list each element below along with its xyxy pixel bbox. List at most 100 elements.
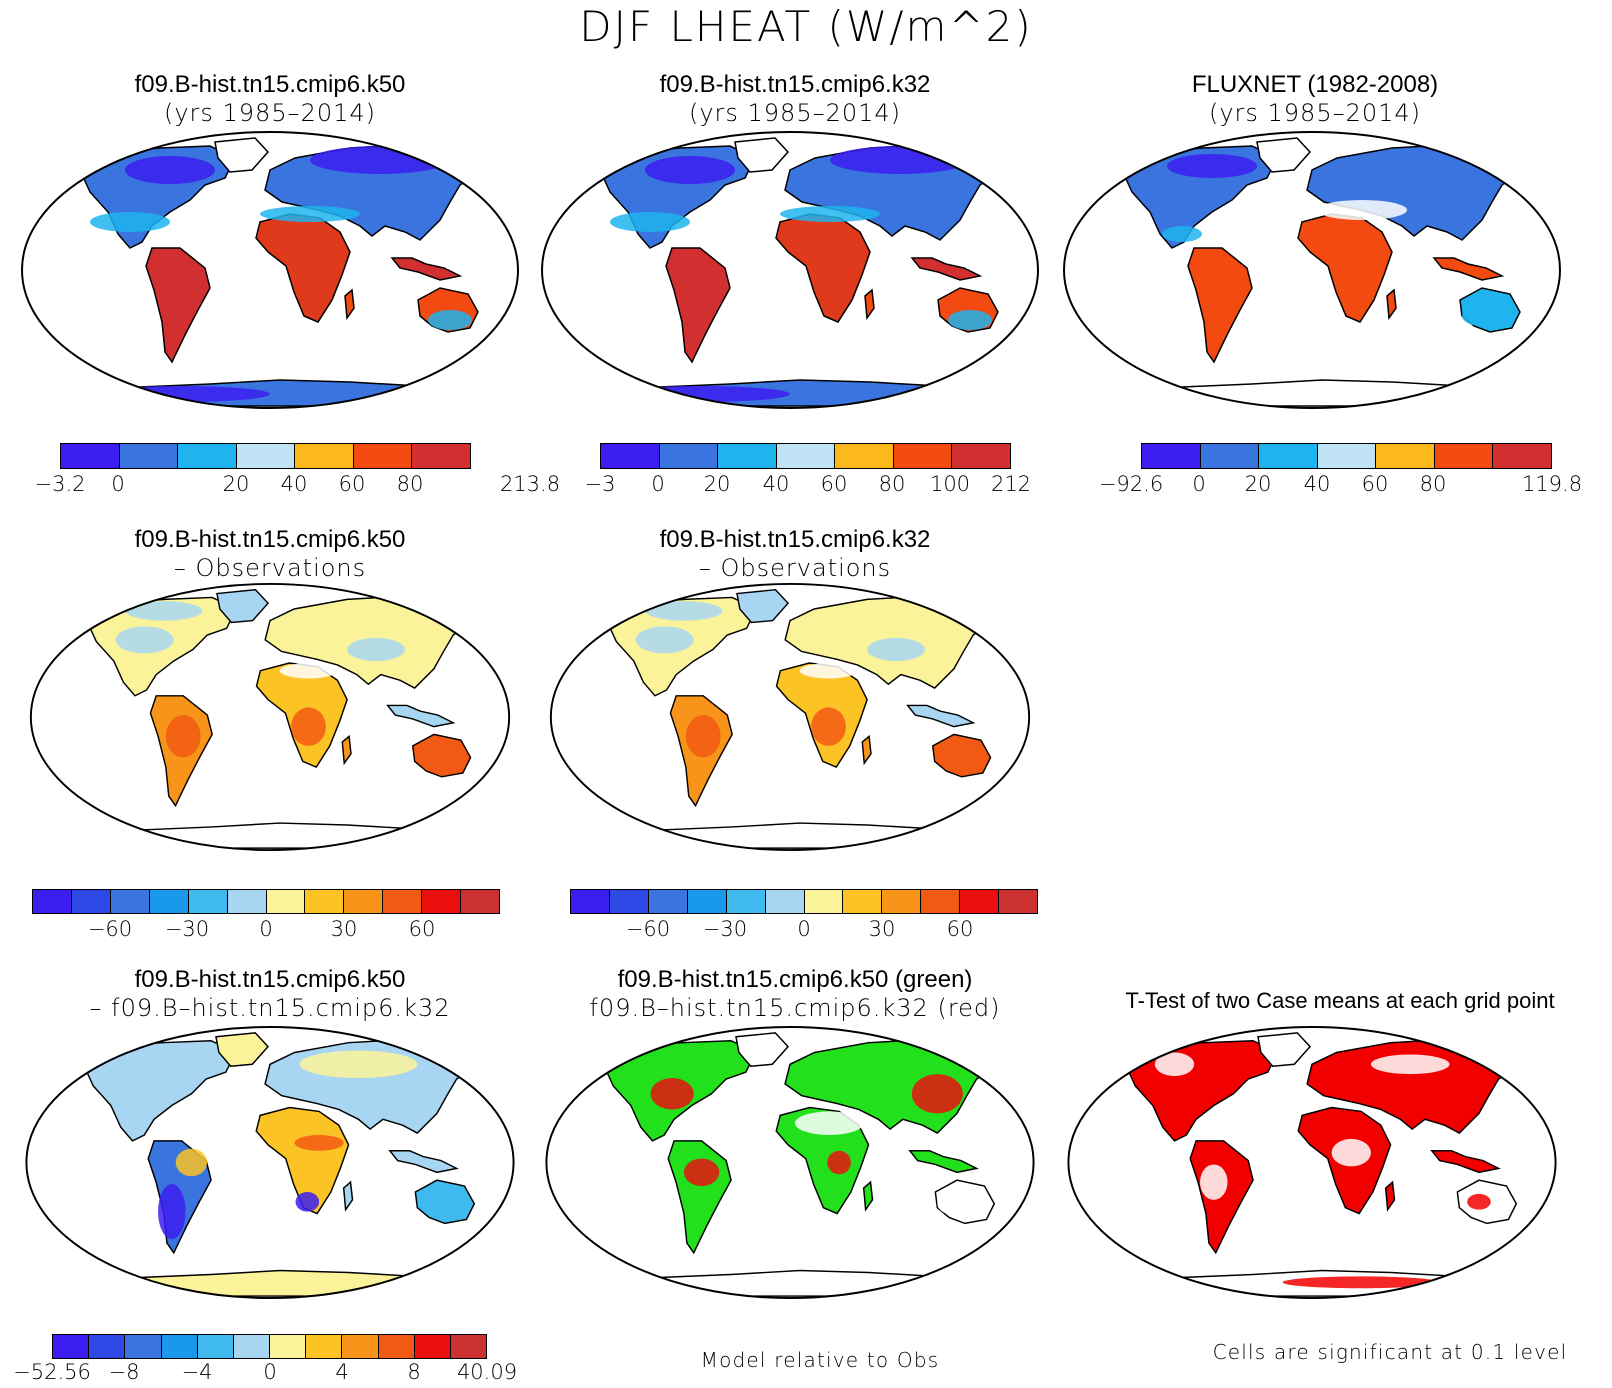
figure-title: DJF LHEAT (W/m^2) — [579, 2, 1033, 51]
colorbar-swatch — [197, 1335, 234, 1358]
panel-title-obs: FLUXNET (1982-2008) (yrs 1985–2014) — [1191, 71, 1439, 127]
colorbar-swatch — [344, 890, 384, 913]
map-field-patch — [948, 310, 992, 330]
map-field-patch — [1331, 1138, 1371, 1167]
colorbar-obs-ticks: −92.6 0 20 40 60 80 119.8 — [1099, 472, 1582, 500]
land-australia — [414, 1179, 476, 1225]
map-field-patch — [650, 1078, 694, 1110]
colorbar-swatch — [1493, 444, 1552, 468]
colorbar-k50-k32-ticks: −52.56 −8 −4 0 4 8 40.09 — [13, 1360, 517, 1388]
colorbar-tick-label: 40.09 — [456, 1360, 518, 1384]
map-field-patch — [260, 206, 360, 222]
map-field-patch — [158, 1184, 186, 1240]
colorbar-swatch — [1200, 444, 1260, 468]
colorbar-swatch — [227, 890, 267, 913]
colorbar-swatch — [461, 890, 500, 913]
colorbar-swatch — [571, 890, 610, 913]
colorbar-swatch — [718, 444, 777, 468]
colorbar-swatch — [422, 890, 462, 913]
land-indonesia — [910, 257, 983, 281]
colorbar-swatch — [71, 890, 111, 913]
colorbar-tick-label: 30 — [330, 917, 358, 941]
map-field-patch — [937, 1191, 977, 1216]
colorbar-swatch — [270, 1335, 307, 1358]
colorbar-swatch — [414, 1335, 451, 1358]
colorbar-k32-obs-ticks: −60 −30 0 30 60 — [570, 917, 1038, 945]
land-greenland — [734, 137, 790, 173]
colorbar-tick-label: 0 — [797, 917, 811, 941]
land-africa — [1297, 213, 1393, 323]
land-europeAsia — [1306, 1038, 1520, 1134]
panel-title-k32: f09.B-hist.tn15.cmip6.k32 (yrs 1985–2014… — [659, 71, 931, 127]
colorbar-tick-label: 119.8 — [1521, 472, 1583, 496]
map-field-patch — [347, 637, 405, 662]
colorbar-tick-label: 20 — [703, 472, 731, 496]
colorbar-swatch — [383, 890, 423, 913]
land-africa — [255, 1106, 350, 1215]
note-significance: Cells are significant at 0.1 level — [1212, 1340, 1568, 1364]
map-field-patch — [310, 146, 450, 174]
colorbar-tick-label: 60 — [820, 472, 848, 496]
map-border — [29, 582, 511, 852]
land-greenland — [1257, 1032, 1312, 1068]
map-border — [21, 131, 519, 409]
land-madagascar — [861, 734, 872, 766]
map-obs — [1063, 131, 1561, 409]
map-field-patch — [115, 626, 174, 654]
map-field-patch — [1370, 1054, 1450, 1075]
colorbar-tick-label: 30 — [868, 917, 896, 941]
land-indonesia — [1432, 257, 1505, 281]
colorbar-swatch — [882, 890, 922, 913]
colorbar-swatch — [765, 890, 805, 913]
map-border — [541, 131, 1039, 409]
map-k32-obs — [549, 582, 1031, 852]
colorbar-swatch — [601, 444, 660, 468]
colorbar-swatch — [161, 1335, 198, 1358]
colorbar-tick-label: 100 — [929, 472, 971, 496]
colorbar-swatch — [609, 890, 649, 913]
colorbar-obs — [1141, 443, 1552, 469]
land-indonesia — [386, 704, 456, 728]
colorbar-tick-label: 40 — [1303, 472, 1331, 496]
colorbar-swatch — [804, 890, 844, 913]
land-indonesia — [388, 1149, 459, 1174]
colorbar-swatch — [648, 890, 688, 913]
colorbar-swatch — [236, 444, 296, 468]
colorbar-tick-label: 60 — [408, 917, 436, 941]
colorbar-swatch — [119, 444, 179, 468]
colorbar-tick-label: 0 — [263, 1360, 277, 1384]
colorbar-tick-label: −60 — [625, 917, 671, 941]
map-field-patch — [799, 663, 858, 679]
map-ttest — [1067, 1025, 1557, 1300]
colorbar-tick-label: 80 — [1419, 472, 1447, 496]
panel-title-ttest: T-Test of two Case means at each grid po… — [1125, 988, 1555, 1013]
colorbar-tick-label: −92.6 — [1098, 472, 1164, 496]
map-field-patch — [1462, 306, 1502, 326]
colorbar-tick-label: 60 — [946, 917, 974, 941]
colorbar-swatch — [295, 444, 354, 468]
map-field-patch — [165, 715, 201, 758]
land-greenland — [214, 137, 270, 173]
colorbar-tick-label: −52.56 — [13, 1360, 91, 1384]
land-madagascar — [862, 1180, 874, 1212]
colorbar-swatch — [1142, 444, 1201, 468]
land-southAmerica — [145, 247, 211, 364]
map-field-patch — [1317, 200, 1407, 220]
colorbar-tick-label: 0 — [259, 917, 273, 941]
land-madagascar — [1384, 1180, 1396, 1212]
land-greenland — [216, 588, 270, 624]
colorbar-swatch — [125, 1335, 162, 1358]
colorbar-tick-label: 20 — [222, 472, 250, 496]
land-indonesia — [1430, 1149, 1501, 1174]
colorbar-swatch — [33, 890, 72, 913]
land-madagascar — [1386, 288, 1397, 321]
land-southAmerica — [1187, 247, 1253, 364]
colorbar-k32-obs — [570, 889, 1038, 914]
land-australia — [931, 733, 992, 778]
colorbar-k32-ticks: −3 0 20 40 60 80 100 212 — [585, 472, 1032, 500]
colorbar-tick-label: −60 — [87, 917, 133, 941]
colorbar-tick-label: 80 — [878, 472, 906, 496]
colorbar-swatch — [378, 1335, 415, 1358]
map-field-patch — [1200, 1164, 1228, 1200]
map-field-patch — [635, 626, 694, 654]
